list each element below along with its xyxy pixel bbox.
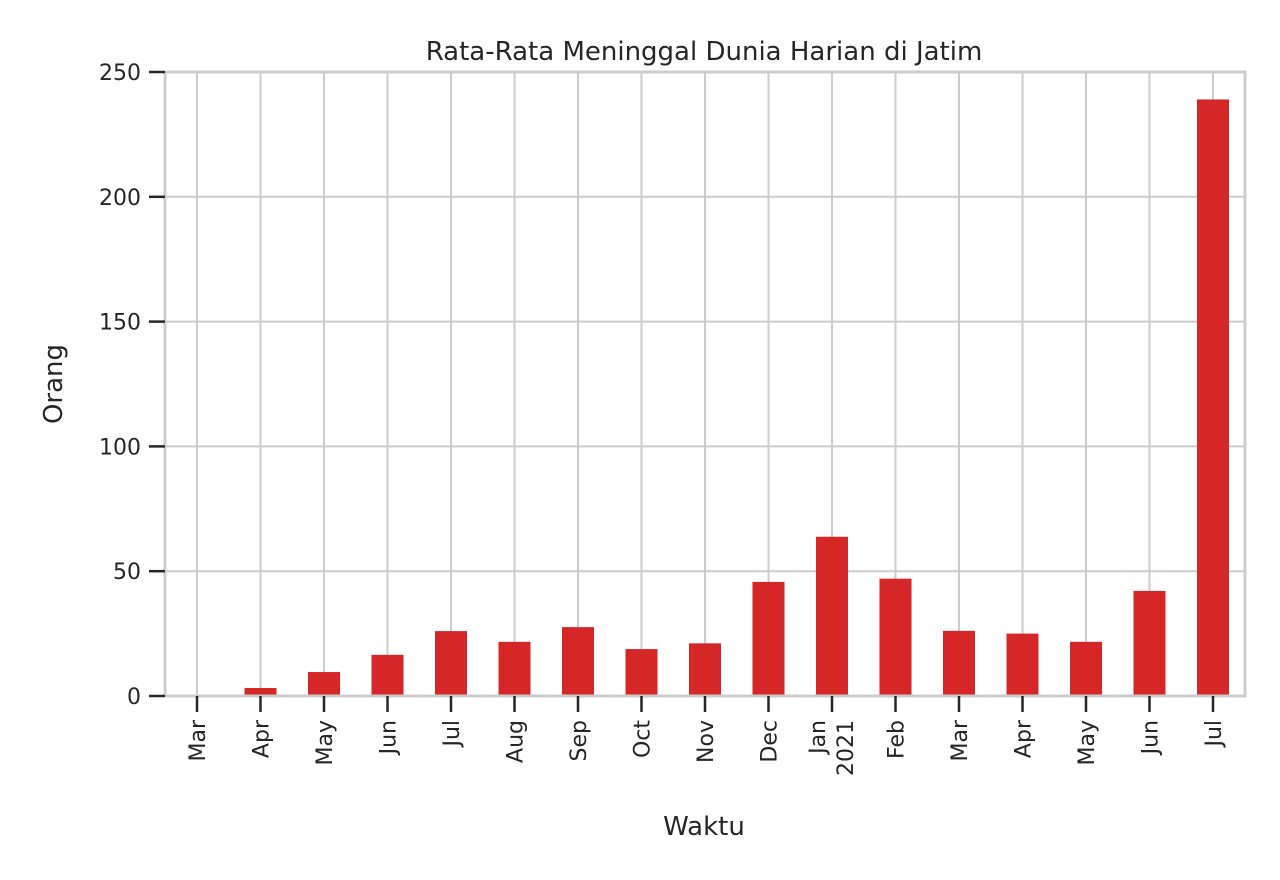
bar bbox=[1197, 99, 1229, 697]
x-tick-label: Nov bbox=[694, 720, 719, 763]
x-tick-label: Jul bbox=[440, 720, 465, 749]
bar bbox=[752, 581, 785, 696]
y-tick-label: 0 bbox=[127, 685, 141, 710]
y-tick-label: 50 bbox=[113, 560, 141, 585]
bar bbox=[1133, 590, 1166, 696]
x-tick-label: Dec bbox=[758, 720, 783, 763]
x-tick-label: Mar bbox=[948, 719, 973, 761]
bar bbox=[498, 641, 531, 696]
bar bbox=[943, 630, 975, 696]
bar bbox=[689, 643, 721, 696]
bar bbox=[435, 631, 467, 696]
tick-layer: 0 50 100 150 200 250 Mar Apr May Jun Jul Aug Sep Oct N… bbox=[99, 61, 1227, 776]
x-tick-label: Jun bbox=[1139, 720, 1164, 756]
x-tick-label: Aug bbox=[504, 720, 529, 763]
x-tick-label: Mar bbox=[186, 719, 211, 761]
bar bbox=[371, 654, 404, 696]
x-tick-label: Jul bbox=[1202, 720, 1227, 749]
bar bbox=[1070, 641, 1102, 696]
y-tick-label: 200 bbox=[99, 186, 141, 211]
y-tick-label: 150 bbox=[99, 311, 141, 336]
bar bbox=[816, 536, 848, 696]
bar bbox=[562, 627, 594, 696]
bar bbox=[308, 672, 340, 696]
x-tick-label: May bbox=[313, 720, 338, 765]
x-tick-label: Sep bbox=[567, 720, 592, 761]
bar bbox=[244, 688, 277, 696]
bar-layer bbox=[181, 99, 1229, 697]
chart-title: Rata-Rata Meninggal Dunia Harian di Jati… bbox=[426, 37, 983, 67]
bar bbox=[625, 649, 658, 696]
bar bbox=[879, 578, 912, 696]
x-tick-label: Oct bbox=[631, 720, 656, 758]
x-axis-label: Waktu bbox=[663, 812, 745, 842]
y-tick-label: 100 bbox=[99, 435, 141, 460]
x-tick-label: May bbox=[1075, 720, 1100, 765]
x-tick-label-year: 2021 bbox=[834, 720, 859, 776]
x-tick-label: Apr bbox=[1012, 719, 1037, 758]
bar bbox=[1006, 633, 1039, 696]
y-tick-label: 250 bbox=[99, 61, 141, 86]
x-tick-label: Apr bbox=[250, 719, 275, 758]
y-axis-label: Orang bbox=[39, 344, 69, 424]
x-tick-label: Jan bbox=[806, 720, 831, 756]
x-tick-label: Jun bbox=[377, 720, 402, 756]
x-tick-label: Feb bbox=[885, 720, 910, 759]
